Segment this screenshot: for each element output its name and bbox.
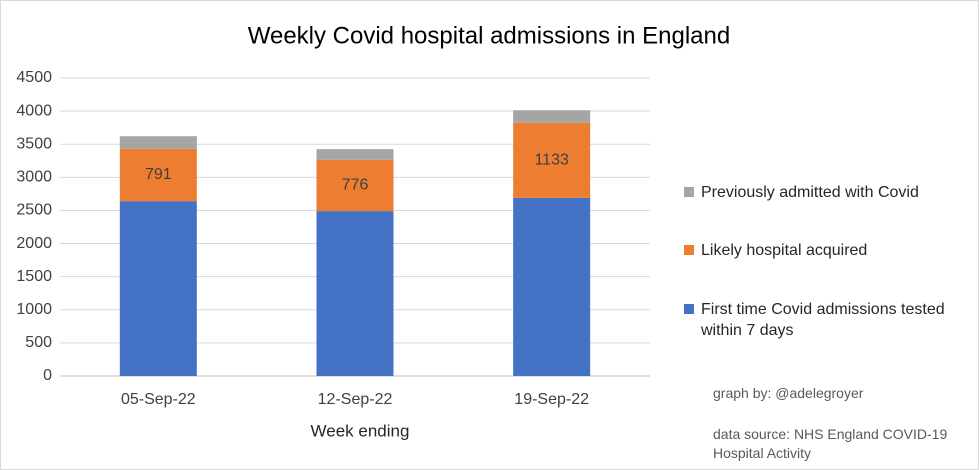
y-tick-label: 2500 [16, 202, 52, 219]
note: graph by: @adelegroyer [713, 385, 864, 401]
x-tick-label: 05-Sep-22 [121, 391, 196, 408]
y-tick-label: 3500 [16, 135, 52, 152]
legend-item: First time Covid admissions tested withi… [680, 299, 970, 341]
bar-segment [513, 122, 591, 198]
y-tick-label: 1000 [16, 301, 52, 318]
data-label: 1133 [534, 152, 569, 169]
y-tick-label: 4000 [16, 102, 52, 119]
x-tick-label: 12-Sep-22 [318, 391, 393, 408]
y-tick-label: 2000 [16, 235, 52, 252]
y-tick-label: 500 [25, 334, 52, 351]
y-tick-label: 0 [43, 367, 52, 384]
chart-title: Weekly Covid hospital admissions in Engl… [248, 22, 730, 49]
y-tick-label: 3000 [16, 169, 52, 186]
note: data source: NHS England COVID-19 Hospit… [713, 426, 948, 461]
legend-label: Likely hospital acquired [701, 242, 868, 259]
bar-segment [119, 136, 197, 149]
legend-swatch [684, 245, 694, 255]
y-tick-label: 4500 [16, 69, 52, 86]
legend-swatch [684, 187, 694, 197]
bar-segment [119, 148, 197, 202]
legend-item: Previously admitted with Covid [680, 182, 970, 203]
data-label: 776 [342, 177, 369, 194]
bar-segment [513, 197, 591, 376]
data-label: 791 [145, 166, 172, 183]
x-tick-label: 19-Sep-22 [514, 391, 589, 408]
bar-segment [119, 201, 197, 376]
bar-segment [316, 159, 394, 212]
bar-segment [316, 149, 394, 160]
x-axis-title: Week ending [311, 421, 410, 440]
legend-label: Previously admitted with Covid [701, 184, 919, 201]
legend-item: Likely hospital acquired [680, 240, 970, 261]
bar-segment [513, 110, 591, 123]
y-tick-label: 1500 [16, 268, 52, 285]
legend-swatch [684, 304, 694, 314]
bar-segment [316, 211, 394, 376]
legend-label: First time Covid admissions tested withi… [701, 301, 945, 339]
